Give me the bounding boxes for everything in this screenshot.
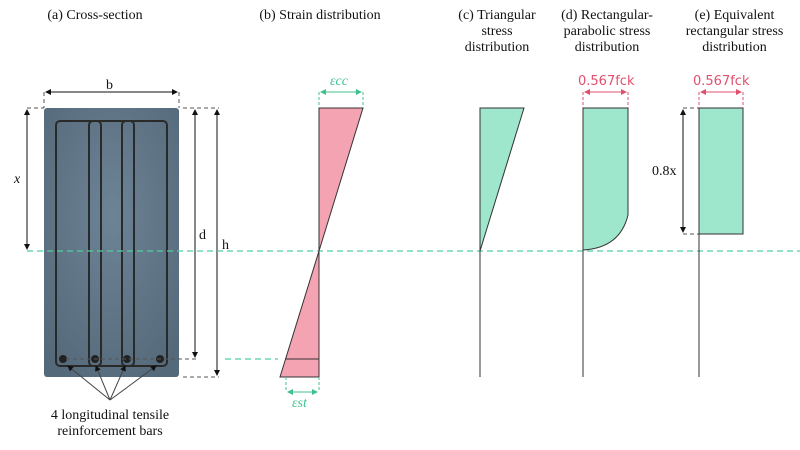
label-stress-d: 0.567fck [578, 74, 635, 89]
strain-diagram [279, 107, 364, 378]
label-ecc: εcc [330, 74, 348, 89]
title-rect-parabolic: (d) Rectangular-parabolic stress distrib… [561, 8, 653, 55]
label-0.8x: 0.8x [652, 164, 677, 179]
title-cross-section: (a) Cross-section [47, 8, 143, 23]
rect-parabolic-stress [582, 107, 629, 377]
label-stress-e: 0.567fck [693, 74, 750, 89]
label-bars: 4 longitudinal tensile reinforcement bar… [50, 408, 170, 439]
cross-section [44, 108, 179, 377]
equivalent-rect-stress [698, 107, 744, 377]
label-d: d [199, 228, 206, 243]
triangular-stress [479, 107, 525, 377]
label-b: b [106, 78, 113, 93]
title-strain: (b) Strain distribution [259, 8, 381, 23]
title-triangular: (c) Triangular stress distribution [458, 8, 536, 55]
label-x: x [14, 172, 21, 187]
label-est: εst [292, 396, 307, 411]
title-equivalent-rect: (e) Equivalent rectangular stress distri… [685, 8, 784, 55]
label-h: h [222, 238, 229, 253]
